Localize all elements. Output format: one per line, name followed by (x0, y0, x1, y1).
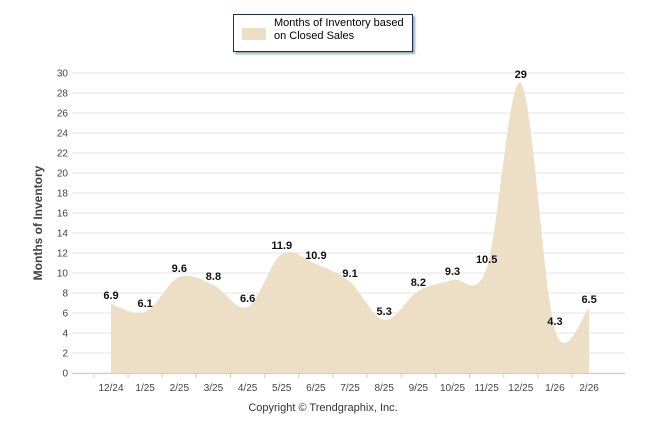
data-label: 9.1 (342, 268, 357, 280)
y-tick-label: 8 (62, 289, 68, 300)
data-label: 8.8 (206, 271, 221, 283)
x-tick-label: 11/25 (475, 383, 500, 394)
legend-label: Months of Inventory based on Closed Sale… (274, 17, 404, 42)
data-label: 6.6 (240, 293, 255, 305)
y-tick-label: 22 (57, 149, 69, 160)
x-tick-label: 1/25 (135, 383, 155, 394)
x-tick-label: 9/25 (409, 383, 429, 394)
y-tick-label: 16 (57, 209, 69, 220)
y-tick-label: 10 (57, 269, 69, 280)
data-label: 10.9 (305, 250, 326, 262)
data-label: 6.9 (103, 290, 118, 302)
y-tick-label: 12 (57, 249, 69, 260)
x-tick-label: 1/26 (545, 383, 565, 394)
x-tick-label: 6/25 (306, 383, 326, 394)
y-tick-label: 18 (57, 189, 69, 200)
y-tick-label: 30 (57, 69, 69, 80)
y-tick-label: 28 (57, 89, 69, 100)
y-tick-label: 4 (62, 329, 68, 340)
x-tick-label: 7/25 (340, 383, 360, 394)
x-tick-label: 4/25 (238, 383, 258, 394)
y-tick-label: 24 (57, 129, 69, 140)
x-tick-label: 2/26 (579, 383, 599, 394)
data-label: 11.9 (271, 240, 292, 252)
y-tick-label: 0 (62, 369, 68, 380)
y-tick-label: 6 (62, 309, 68, 320)
data-label: 6.5 (581, 294, 596, 306)
data-label: 9.3 (445, 266, 460, 278)
x-tick-label: 5/25 (272, 383, 292, 394)
data-label: 4.3 (547, 316, 562, 328)
y-tick-label: 2 (62, 349, 68, 360)
x-tick-label: 8/25 (374, 383, 394, 394)
data-label: 5.3 (377, 306, 392, 318)
data-label: 29 (515, 69, 527, 81)
x-tick-label: 2/25 (170, 383, 190, 394)
x-tick-label: 10/25 (440, 383, 465, 394)
x-tick-label: 3/25 (204, 383, 224, 394)
data-label: 8.2 (411, 277, 426, 289)
legend: Months of Inventory based on Closed Sale… (233, 14, 413, 52)
copyright: Copyright © Trendgraphix, Inc. (248, 402, 398, 414)
y-axis-label: Months of Inventory (31, 165, 45, 280)
data-label: 9.6 (172, 263, 187, 275)
y-tick-label: 20 (57, 169, 69, 180)
series-area (111, 82, 590, 373)
x-tick-label: 12/25 (508, 383, 533, 394)
data-label: 10.5 (476, 254, 497, 266)
x-tick-label: 12/24 (98, 383, 123, 394)
data-label: 6.1 (138, 298, 153, 310)
y-tick-label: 14 (57, 229, 69, 240)
y-tick-label: 26 (57, 109, 69, 120)
legend-swatch (242, 28, 266, 40)
